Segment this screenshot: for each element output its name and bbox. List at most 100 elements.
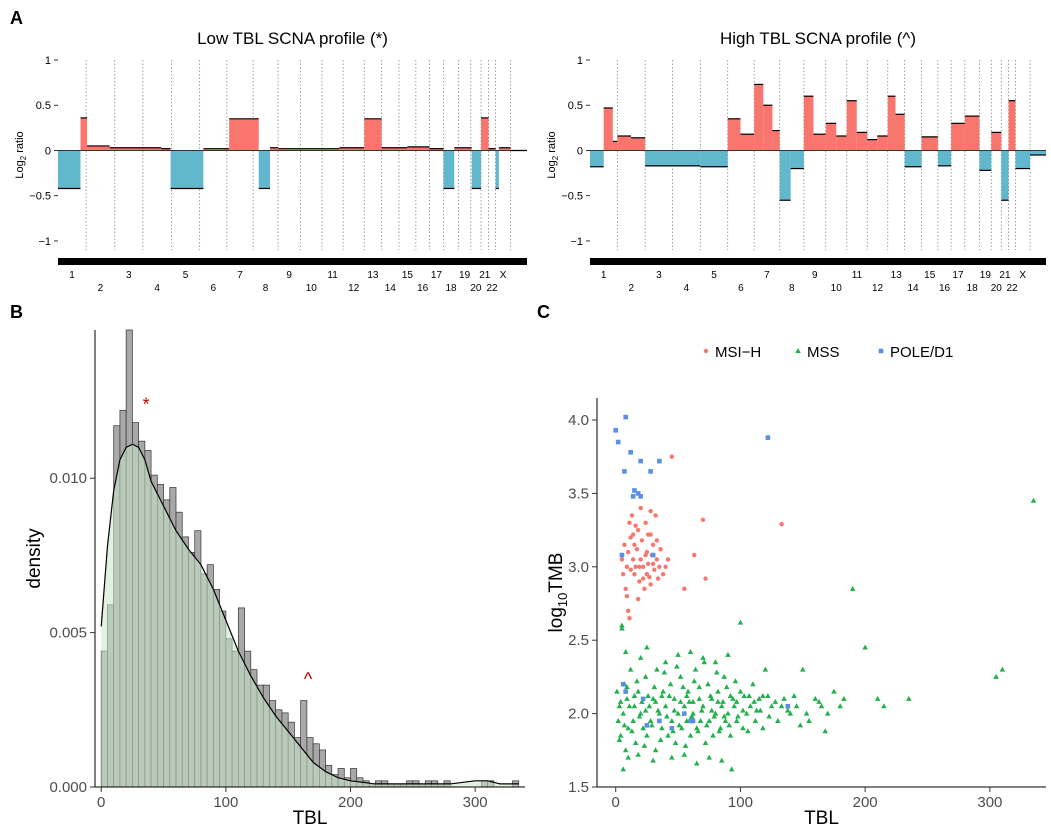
scatter-point — [822, 728, 829, 734]
chromosome-label: 9 — [812, 270, 818, 281]
scatter-point — [707, 692, 714, 698]
x-tick-label: 0 — [97, 794, 105, 811]
cn-segment-bar — [603, 107, 613, 151]
scatter-point — [628, 450, 633, 455]
scatter-point — [698, 707, 705, 713]
y-tick-label: 0 — [45, 145, 51, 157]
scatter-point — [681, 751, 688, 757]
scatter-point — [688, 713, 695, 719]
scatter-point — [617, 732, 624, 738]
chromosome-label: 15 — [924, 270, 936, 281]
scatter-point — [718, 757, 725, 763]
cn-segment-bar — [322, 148, 340, 151]
chromosome-label: 13 — [891, 270, 903, 281]
scatter-point — [623, 586, 628, 592]
cn-segment-bar — [80, 117, 88, 151]
scatter-point — [645, 692, 651, 698]
scatter-point — [657, 458, 662, 464]
tbl-tmb-scatter: 0 100 200 300 1.5 2.0 2.5 3.0 3.5 4.0 TBL log10TMB M… — [546, 344, 1046, 829]
chromosome-label: 6 — [210, 283, 216, 294]
scatter-point — [613, 427, 619, 433]
scatter-point — [647, 717, 654, 723]
chromosome-label: 11 — [327, 270, 338, 281]
scatter-point — [787, 710, 794, 716]
scatter-point — [623, 689, 628, 694]
scatter-point — [688, 718, 693, 724]
scatter-point — [728, 766, 735, 772]
scatter-point — [638, 494, 643, 499]
scatter-point — [721, 713, 728, 719]
scatter-point — [640, 696, 646, 702]
scatter-point — [620, 681, 626, 687]
scatter-point — [746, 692, 752, 698]
y-tick-label: 1 — [577, 55, 583, 67]
scatter-point — [757, 707, 764, 713]
scatter-point — [642, 673, 649, 679]
legend-label: POLE/D1 — [890, 344, 953, 361]
scatter-point — [643, 552, 648, 558]
scatter-point — [735, 713, 741, 719]
x-tick-label: 100 — [213, 794, 238, 811]
y-tick-label: 4.0 — [568, 412, 589, 429]
scatter-point — [772, 698, 779, 704]
y-axis-label-main: log — [546, 607, 567, 632]
cn-segment-bar — [161, 148, 171, 151]
chromosome-label: 13 — [367, 270, 379, 281]
scatter-point — [727, 732, 734, 738]
scatter-point — [628, 535, 633, 540]
scatter-point — [625, 725, 631, 731]
cn-segment-bar — [364, 118, 382, 151]
scatter-point — [632, 739, 639, 745]
chromosome-label: 7 — [764, 270, 770, 281]
chromosome-label: 6 — [738, 283, 744, 294]
scatter-point — [624, 684, 630, 690]
annotation-marker: * — [143, 394, 150, 414]
scatter-point — [635, 596, 641, 602]
chromosome-label: 21 — [479, 270, 491, 281]
x-tick-label: 0 — [612, 794, 620, 811]
scatter-point — [627, 520, 632, 525]
scatter-point — [680, 684, 686, 690]
chromosome-label: 17 — [952, 270, 964, 281]
chromosome-label: 20 — [470, 283, 482, 294]
scatter-point — [881, 703, 887, 709]
cn-segment-bar — [813, 134, 826, 151]
chromosome-label: 16 — [417, 283, 429, 294]
scatter-point — [660, 571, 666, 577]
scatter-point — [619, 625, 625, 631]
scatter-point — [862, 644, 868, 650]
cn-segment-bar — [803, 96, 814, 151]
scatter-point — [706, 754, 713, 760]
scatter-point — [762, 666, 769, 672]
scatter-point — [747, 703, 754, 709]
y-axis-label-sub: 2 — [551, 155, 560, 160]
scatter-point — [677, 698, 684, 704]
chromosome-label: 20 — [991, 283, 1003, 294]
scatter-point — [785, 707, 791, 713]
scatter-point — [711, 713, 718, 719]
scatter-point — [640, 576, 646, 581]
cn-segment-bar — [407, 146, 430, 151]
cn-segment-bar — [443, 150, 455, 189]
scatter-point — [669, 754, 675, 760]
scatter-point — [635, 751, 641, 757]
x-tick-label: 300 — [977, 794, 1002, 811]
scatter-point — [733, 717, 740, 723]
scatter-point — [669, 717, 675, 723]
scatter-point — [824, 710, 831, 716]
legend-key — [878, 348, 884, 354]
scatter-point — [725, 651, 731, 657]
y-tick-label: 0.005 — [49, 625, 87, 642]
scatter-point — [831, 688, 837, 694]
cn-segment-bar — [672, 150, 701, 166]
scatter-point — [686, 698, 693, 704]
scatter-point — [760, 725, 766, 731]
scatter-point — [616, 737, 623, 743]
scatter-point — [671, 707, 678, 713]
scatter-point — [700, 703, 706, 709]
scatter-point — [625, 608, 631, 614]
y-tick-label: 3.5 — [568, 485, 589, 502]
scatter-point — [648, 469, 653, 474]
scatter-point — [721, 673, 728, 679]
scatter-point — [654, 666, 660, 672]
